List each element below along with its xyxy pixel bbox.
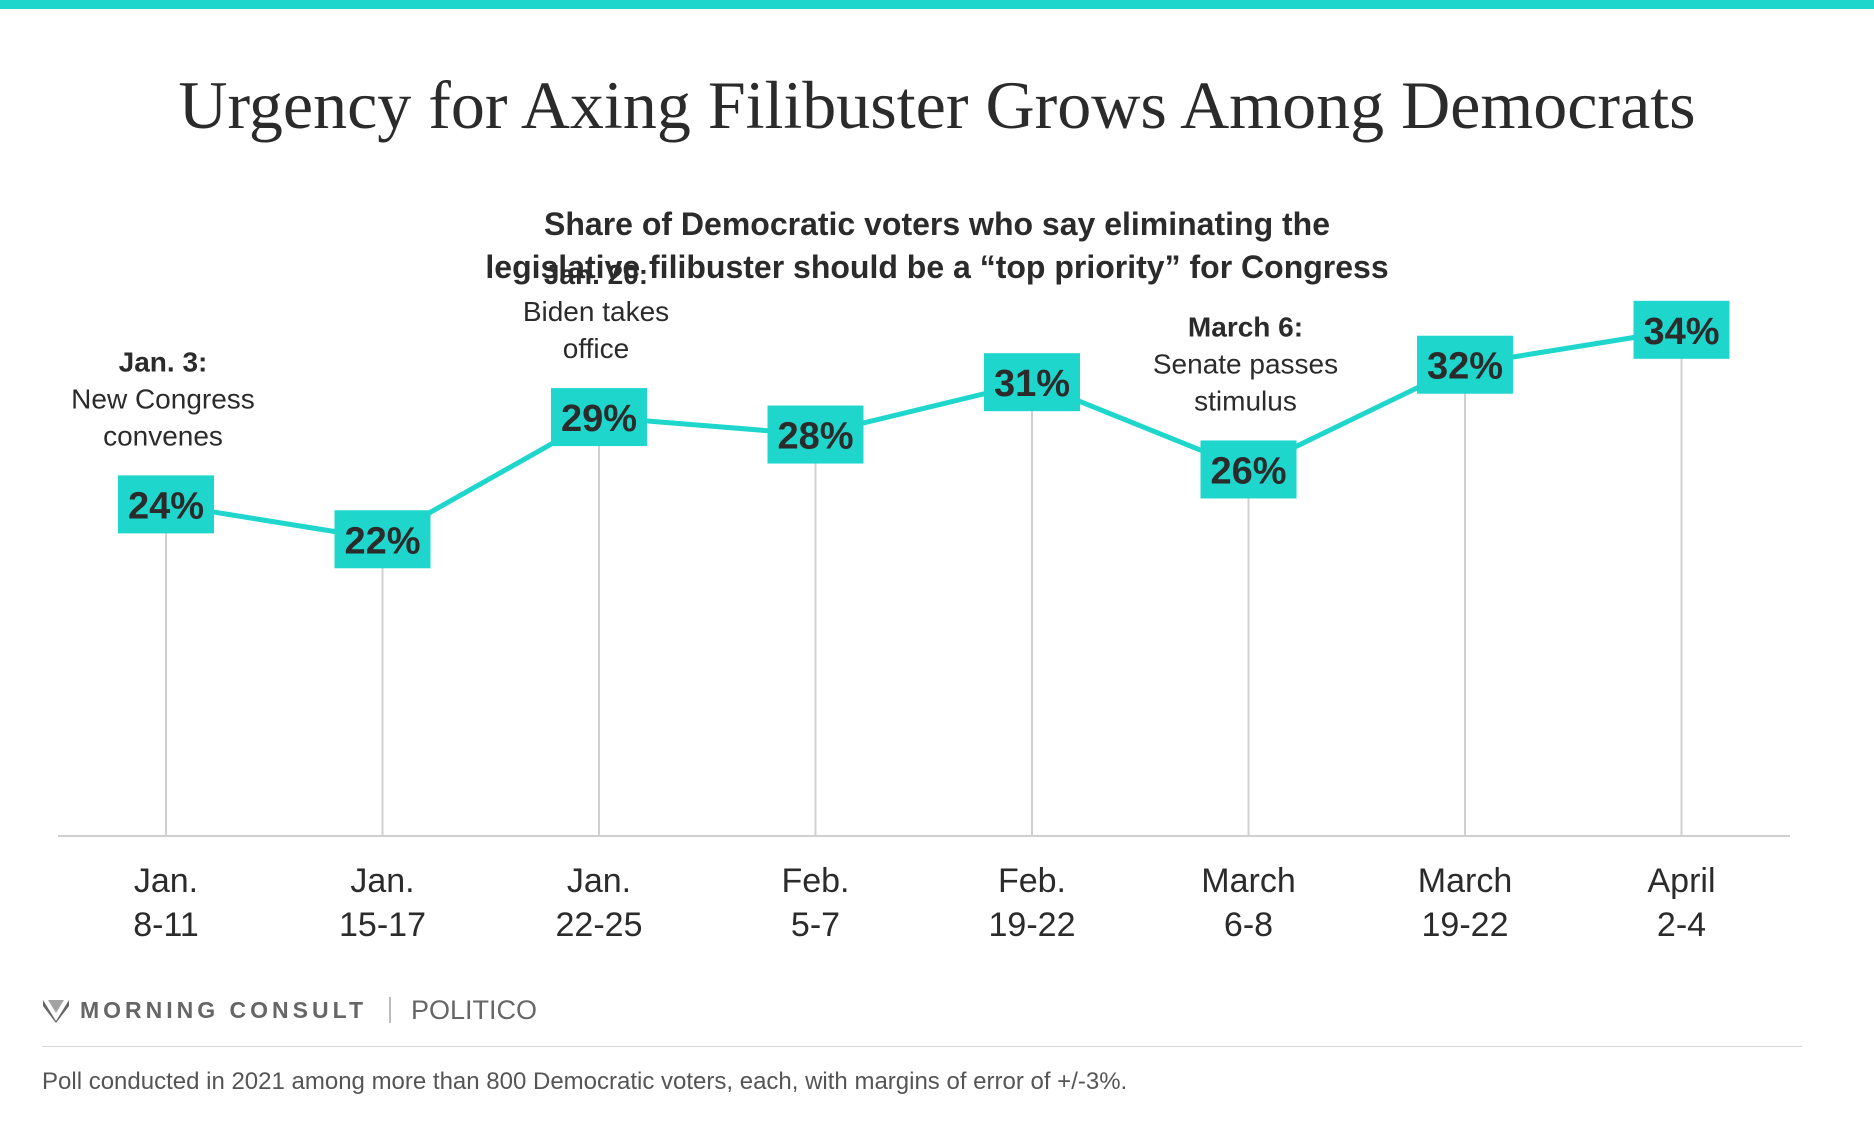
data-label: 29% [561,398,637,440]
annotation-text: stimulus [1194,385,1297,416]
x-tick-label: March [1418,862,1512,900]
annotation-text: convenes [103,420,223,451]
data-label: 28% [777,416,853,458]
line-chart: 24% 22% 29% 28% 31% 26% 32% 34% Jan. 8-11 Jan. 15-… [58,259,1790,944]
x-tick-label: 6-8 [1224,906,1273,944]
data-label-box [1417,335,1513,394]
annotations: Jan. 3: New Congress convenes Jan. 20: Biden… [71,259,1338,451]
x-tick-label: 8-11 [133,906,199,944]
annotation-text: Biden takes [523,296,669,327]
x-tick-label: March [1201,862,1295,900]
x-tick-label: Feb. [781,862,849,900]
politico-wordmark: POLITICO [411,994,538,1025]
footer-divider [42,1046,1802,1047]
annotation-date: Jan. 20: [544,259,648,290]
data-label: 32% [1427,346,1503,388]
annotation-text: Senate passes [1153,348,1338,379]
subtitle-line-2: legislative filibuster should be a “top … [485,249,1389,285]
data-point: 24% [118,475,214,534]
data-point: 26% [1200,440,1297,499]
data-point: 28% [767,405,864,464]
data-labels: 24% 22% 29% 28% 31% 26% 32% 34% [118,300,1730,569]
chart-subtitle: Share of Democratic voters who say elimi… [337,203,1537,289]
annotation-date: March 6: [1188,311,1303,342]
x-tick-label: 22-25 [556,906,643,944]
annotation-date: Jan. 3: [119,346,208,377]
data-label-box [767,405,864,464]
x-tick-label: Jan. [350,862,414,900]
x-tick-label: 2-4 [1657,906,1706,944]
data-label-box [1200,440,1297,499]
morning-consult-wordmark: MORNING CONSULT [80,996,368,1023]
x-tick-label: 15-17 [339,906,426,944]
brand-separator [389,997,392,1023]
data-point: 32% [1417,335,1513,394]
data-label: 26% [1210,450,1286,492]
x-tick-label: 19-22 [989,906,1076,944]
data-label: 34% [1643,311,1719,353]
data-label-box [1633,300,1730,359]
data-point: 31% [984,353,1080,412]
subtitle-line-1: Share of Democratic voters who say elimi… [544,206,1330,242]
data-label-box [551,388,647,447]
x-tick-label: April [1647,862,1715,900]
data-point: 29% [551,388,647,447]
top-accent-bar [0,0,1874,9]
x-tick-label: Jan. [134,862,198,900]
data-label: 24% [128,485,204,527]
morning-consult-logo-icon [43,1000,69,1023]
x-tick-labels: Jan. 8-11 Jan. 15-17 Jan. 22-25 Feb. 5-7 Feb. 19-… [133,862,1715,944]
data-label-box [334,510,431,569]
data-point: 34% [1633,300,1730,359]
x-tick-label: Feb. [998,862,1066,900]
x-tick-label: Jan. [567,862,631,900]
x-tick-label: 19-22 [1422,906,1509,944]
data-point: 22% [334,510,431,569]
annotation-text: office [563,333,629,364]
data-label-box [984,353,1080,412]
data-label: 31% [994,363,1070,405]
drop-lines [165,329,1683,836]
annotation-text: New Congress [71,383,255,414]
data-label-box [118,475,214,534]
brand-footer: MORNING CONSULT POLITICO [42,990,537,1030]
chart-title: Urgency for Axing Filibuster Grows Among… [178,67,1696,143]
data-label: 22% [344,520,420,562]
footnote: Poll conducted in 2021 among more than 8… [42,1068,1128,1095]
x-tick-label: 5-7 [791,906,840,944]
